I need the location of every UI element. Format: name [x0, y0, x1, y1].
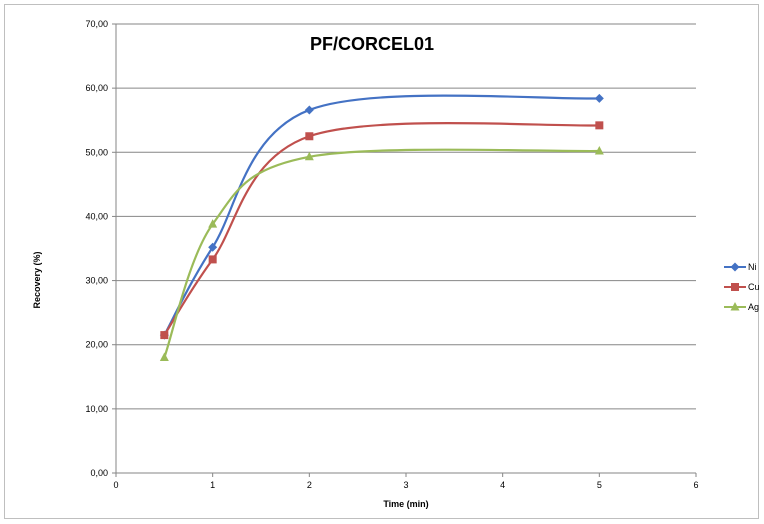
legend-label: Ni [748, 262, 757, 272]
data-point-ni [594, 93, 604, 103]
data-point-ag [159, 352, 169, 362]
x-tick-label: 2 [307, 480, 312, 490]
y-axis-title: Recovery (%) [32, 251, 42, 308]
chart-area [4, 4, 759, 519]
chart-title: PF/CORCEL01 [310, 34, 434, 54]
data-point-ni [208, 242, 218, 252]
legend-label: Ag [748, 302, 759, 312]
x-tick-label: 0 [113, 480, 118, 490]
data-point-cu [305, 132, 314, 141]
legend-item-cu: Cu [724, 282, 760, 292]
data-point-ag [594, 146, 604, 155]
series-line-ag [163, 148, 600, 358]
x-tick-label: 4 [500, 480, 505, 490]
series-group [159, 93, 604, 362]
series-ag [159, 146, 604, 362]
x-tick-label: 5 [597, 480, 602, 490]
data-point-cu [160, 331, 169, 340]
x-tick-label: 1 [210, 480, 215, 490]
data-point-cu [208, 255, 217, 264]
y-tick-label: 30,00 [85, 276, 108, 286]
legend-item-ag: Ag [724, 302, 759, 312]
legend: Ni Cu Ag [724, 262, 760, 312]
y-tick-label: 20,00 [85, 340, 108, 350]
y-tick-label: 10,00 [85, 404, 108, 414]
y-tick-label: 40,00 [85, 211, 108, 221]
legend-item-ni: Ni [724, 262, 757, 272]
x-axis: 0 1 2 3 4 5 6 [113, 472, 699, 490]
y-tick-label: 50,00 [85, 147, 108, 157]
data-point-cu [595, 121, 604, 130]
y-axis: 0,00 10,00 20,00 30,00 40,00 50,00 60,00 70,00 [85, 19, 117, 478]
data-point-ag [208, 219, 218, 228]
x-axis-title: Time (min) [383, 499, 428, 509]
data-point-ni [304, 105, 314, 115]
legend-marker-ag [730, 302, 740, 311]
legend-marker-cu [731, 283, 739, 291]
y-tick-label: 60,00 [85, 83, 108, 93]
y-tick-label: 0,00 [90, 468, 108, 478]
series-line-cu [163, 122, 600, 336]
y-tick-label: 70,00 [85, 19, 108, 29]
legend-marker-ni [730, 262, 740, 272]
series-line-ni [163, 94, 600, 336]
gridlines [116, 23, 696, 410]
legend-label: Cu [748, 282, 760, 292]
x-tick-label: 3 [403, 480, 408, 490]
x-tick-label: 6 [693, 480, 698, 490]
data-point-ag [304, 151, 314, 161]
series-cu [160, 121, 604, 340]
